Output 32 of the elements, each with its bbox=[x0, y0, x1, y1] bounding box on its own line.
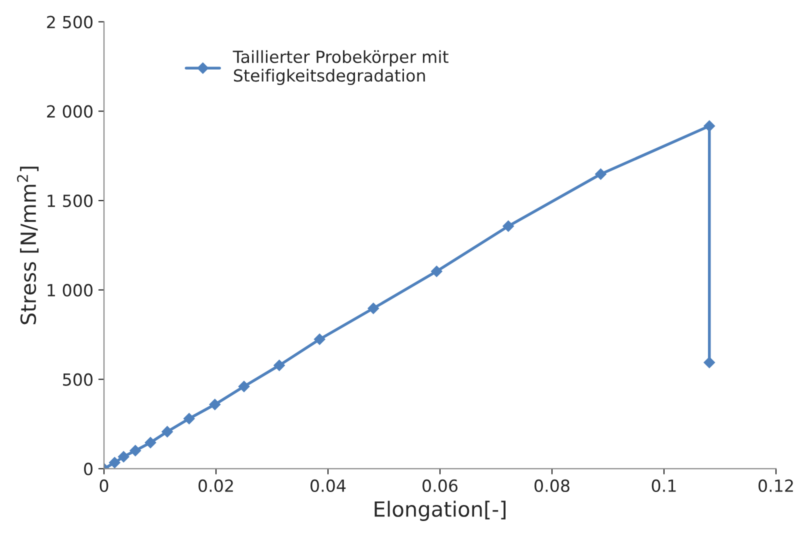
x-tick-label: 0.02 bbox=[198, 479, 233, 492]
legend-label: Taillierter Probekörper mit Steifigkeitsdegradation bbox=[232, 50, 448, 85]
point bbox=[594, 168, 607, 180]
point bbox=[208, 398, 221, 410]
x-tick-label: 0 bbox=[100, 479, 108, 492]
x-tick-label: 0.08 bbox=[534, 479, 570, 492]
point bbox=[502, 220, 514, 232]
point bbox=[273, 359, 286, 372]
y-tick-label: 1 500 bbox=[48, 194, 92, 208]
point bbox=[367, 302, 380, 314]
y-tick-label: 2 000 bbox=[47, 105, 92, 118]
point bbox=[161, 426, 174, 438]
y-tick-label: 2 500 bbox=[47, 16, 92, 28]
x-tick-label: 0.04 bbox=[310, 479, 346, 492]
point bbox=[129, 444, 142, 457]
y-axis-title: Stress [N/mm$^{2}$] bbox=[17, 166, 39, 324]
y-tick-label: 1 000 bbox=[48, 284, 92, 297]
point bbox=[314, 333, 326, 346]
point bbox=[108, 456, 121, 469]
point bbox=[118, 450, 130, 463]
point bbox=[703, 356, 716, 368]
y-tick-label: 0 bbox=[84, 462, 92, 476]
point bbox=[144, 436, 156, 448]
y-tick-label: 500 bbox=[63, 373, 92, 386]
x-tick-label: 0.1 bbox=[652, 479, 676, 492]
x-axis-title: Elongation[-] bbox=[374, 500, 506, 521]
point bbox=[183, 412, 196, 425]
x-tick-label: 0.12 bbox=[758, 479, 793, 492]
point bbox=[703, 120, 716, 132]
point bbox=[430, 265, 443, 278]
x-tick-label: 0.06 bbox=[422, 479, 458, 492]
point bbox=[238, 380, 250, 392]
